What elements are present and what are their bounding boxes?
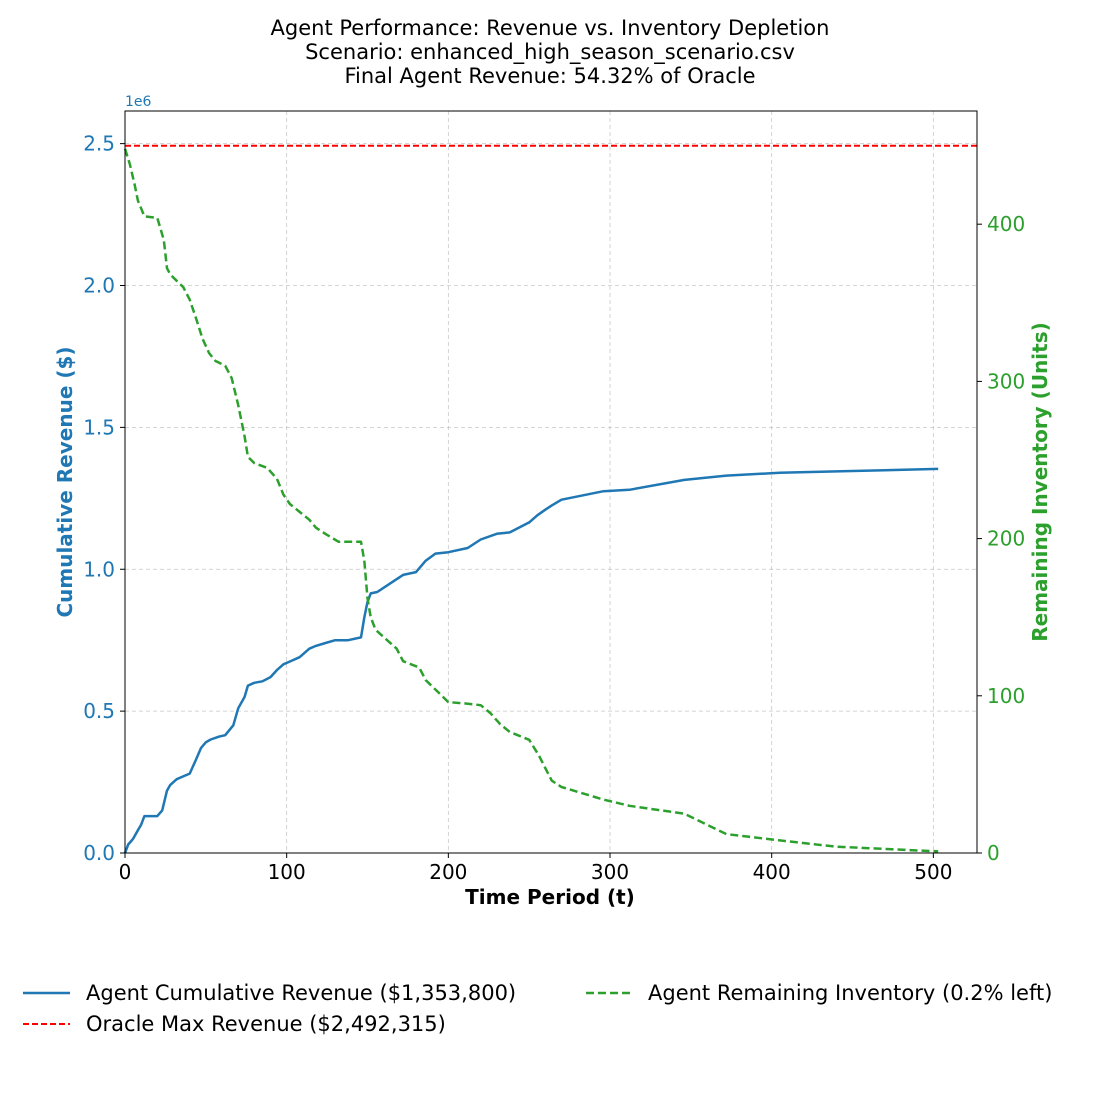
chart-title-line-2: Scenario: enhanced_high_season_scenario.… <box>305 40 795 65</box>
axes-frame <box>124 110 978 854</box>
chart-title-line-3: Final Agent Revenue: 54.32% of Oracle <box>344 64 755 88</box>
x-axis-label: Time Period (t) <box>465 885 635 909</box>
axis-ticks: 0 100 200 300 400 500 0.0 0.5 1.0 1.5 2.0 2.5 0 100 20… <box>83 132 1025 884</box>
legend-label-revenue: Agent Cumulative Revenue ($1,353,800) <box>86 981 516 1005</box>
y-axis-right-label: Remaining Inventory (Units) <box>1028 322 1052 642</box>
y-left-tick-label: 2.0 <box>83 274 115 298</box>
legend: Agent Cumulative Revenue ($1,353,800) Or… <box>23 981 1052 1036</box>
x-tick-label: 500 <box>914 860 952 884</box>
y-left-tick-label: 2.5 <box>83 132 115 156</box>
y-right-tick-label: 100 <box>987 684 1025 708</box>
y-left-tick-label: 0.0 <box>83 841 115 865</box>
y-left-tick-label: 0.5 <box>83 699 115 723</box>
y-right-tick-label: 400 <box>987 212 1025 236</box>
y-right-tick-label: 200 <box>987 527 1025 551</box>
x-tick-label: 100 <box>268 860 306 884</box>
revenue-line <box>123 467 939 854</box>
x-tick-label: 300 <box>591 860 629 884</box>
y-right-tick-label: 300 <box>987 369 1025 393</box>
legend-label-oracle: Oracle Max Revenue ($2,492,315) <box>86 1012 446 1036</box>
left-axis-offset-label: 1e6 <box>125 94 152 110</box>
chart-title-line-1: Agent Performance: Revenue vs. Inventory… <box>271 16 830 40</box>
y-left-tick-label: 1.0 <box>83 557 115 581</box>
legend-label-inventory: Agent Remaining Inventory (0.2% left) <box>648 981 1052 1005</box>
x-tick-label: 200 <box>429 860 467 884</box>
y-right-tick-label: 0 <box>987 841 1000 865</box>
y-axis-left-label: Cumulative Revenue ($) <box>53 346 77 617</box>
y-left-tick-label: 1.5 <box>83 415 115 439</box>
remaining-inventory-line <box>123 148 939 853</box>
plot-area <box>123 144 977 854</box>
x-tick-label: 0 <box>119 860 132 884</box>
x-tick-label: 400 <box>753 860 791 884</box>
